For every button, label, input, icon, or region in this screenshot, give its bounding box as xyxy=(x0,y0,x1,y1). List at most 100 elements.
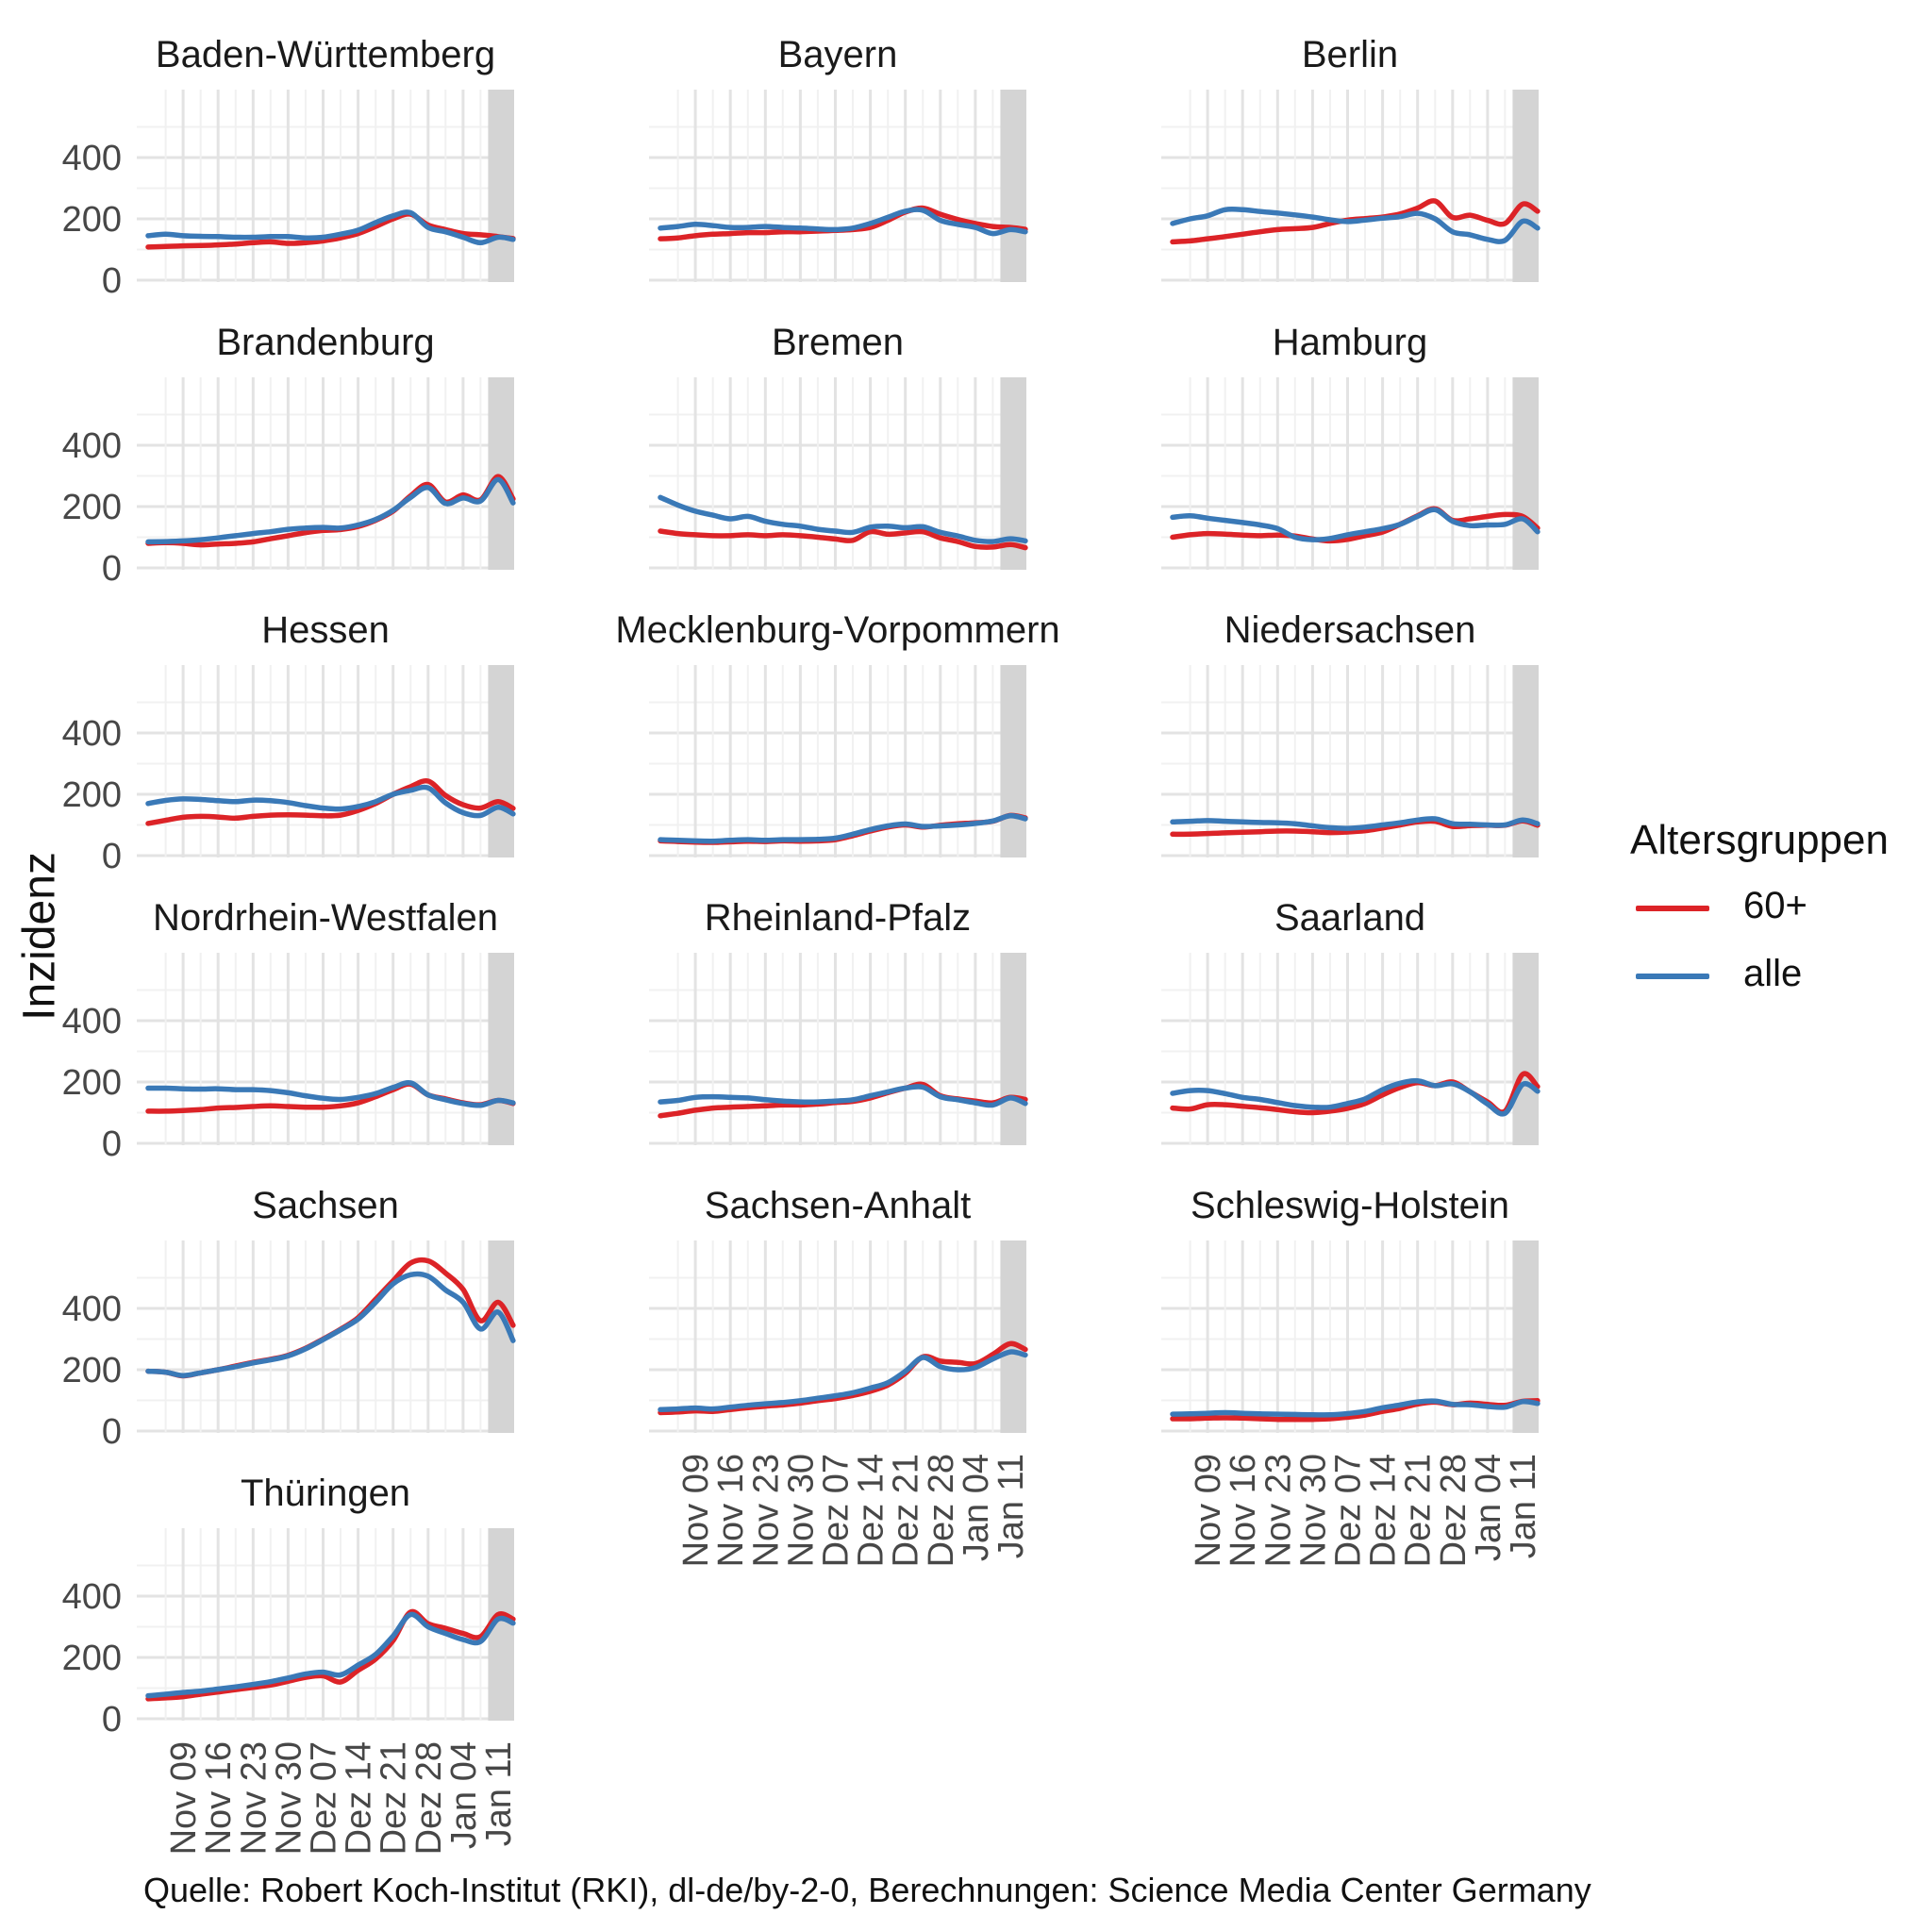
facet-panel: Hamburg xyxy=(1161,322,1541,570)
y-axis-title: Inzidenz xyxy=(14,852,65,1021)
y-tick-label: 0 xyxy=(102,1412,122,1452)
y-tick-label: 0 xyxy=(102,837,122,876)
y-tick-label: 400 xyxy=(62,1577,122,1617)
facet-title: Bremen xyxy=(772,322,904,363)
facet-title: Berlin xyxy=(1302,34,1398,75)
series-line-alle xyxy=(145,1080,516,1108)
x-tick-label: Dez 28 xyxy=(922,1454,961,1567)
x-tick-label: Dez 21 xyxy=(887,1454,926,1567)
x-tick-label: Nov 16 xyxy=(711,1454,751,1567)
legend-line-60plus-icon xyxy=(1636,906,1709,911)
recent-days-band xyxy=(1000,90,1026,282)
y-tick-label: 200 xyxy=(62,1351,122,1390)
x-tick-label: Nov 30 xyxy=(781,1454,821,1567)
x-tick-label: Dez 14 xyxy=(852,1454,891,1567)
facet-title: Schleswig-Holstein xyxy=(1191,1185,1509,1226)
facet-title: Baden-Württemberg xyxy=(156,34,495,75)
x-tick-label: Dez 07 xyxy=(305,1741,344,1855)
series-line-60plus xyxy=(1170,506,1541,544)
recent-days-band xyxy=(1512,665,1539,857)
gridlines xyxy=(137,665,514,857)
legend-label-60plus: 60+ xyxy=(1743,885,1807,926)
series-line-alle xyxy=(145,476,516,545)
facet-panel: Bremen xyxy=(649,322,1028,570)
x-tick-label: Dez 28 xyxy=(409,1741,449,1855)
gridlines xyxy=(649,665,1026,857)
x-tick-label: Dez 07 xyxy=(1329,1454,1369,1567)
gridlines xyxy=(137,90,514,282)
x-tick-label: Dez 21 xyxy=(1399,1454,1439,1567)
y-tick-label: 200 xyxy=(62,200,122,240)
recent-days-band xyxy=(1512,953,1539,1145)
gridlines xyxy=(1161,953,1539,1145)
gridlines xyxy=(1161,377,1539,570)
x-tick-label: Nov 16 xyxy=(1224,1454,1263,1567)
series-line-alle xyxy=(145,1611,516,1699)
y-tick-label: 0 xyxy=(102,261,122,301)
gridlines xyxy=(649,377,1026,570)
y-tick-label: 0 xyxy=(102,1700,122,1740)
gridlines xyxy=(137,1240,514,1433)
recent-days-band xyxy=(1512,377,1539,570)
recent-days-band xyxy=(1000,953,1026,1145)
facet-title: Sachsen-Anhalt xyxy=(705,1185,971,1226)
gridlines xyxy=(1161,1240,1539,1433)
x-tick-label: Nov 16 xyxy=(199,1741,239,1855)
facet-panel: Mecklenburg-Vorpommern xyxy=(615,609,1060,857)
facet-panel: Baden-Württemberg 0 200 400 xyxy=(62,34,516,301)
gridlines xyxy=(649,90,1026,282)
x-tick-label: Nov 30 xyxy=(269,1741,308,1855)
gridlines xyxy=(649,1240,1026,1433)
x-tick-label: Jan 04 xyxy=(957,1454,996,1561)
series-line-alle xyxy=(1170,507,1541,542)
recent-days-band xyxy=(1512,90,1539,282)
series-line-alle xyxy=(1170,1077,1541,1117)
x-tick-label: Nov 30 xyxy=(1293,1454,1333,1567)
x-tick-label: Nov 23 xyxy=(234,1741,274,1855)
recent-days-band xyxy=(488,665,514,857)
series-line-alle xyxy=(658,813,1028,844)
y-tick-label: 200 xyxy=(62,488,122,527)
facet-panel: Berlin xyxy=(1161,34,1541,282)
y-tick-label: 200 xyxy=(62,1063,122,1103)
facet-title: Hessen xyxy=(261,609,390,651)
facet-title: Rheinland-Pfalz xyxy=(705,897,971,939)
facet-panel: Rheinland-Pfalz xyxy=(649,897,1028,1145)
y-tick-label: 200 xyxy=(62,775,122,815)
facet-panel: Saarland xyxy=(1161,897,1541,1145)
recent-days-band xyxy=(1000,665,1026,857)
facet-title: Saarland xyxy=(1274,897,1425,939)
y-tick-label: 400 xyxy=(62,1290,122,1329)
recent-days-band xyxy=(488,377,514,570)
facet-title: Sachsen xyxy=(252,1185,399,1226)
y-tick-label: 0 xyxy=(102,1124,122,1164)
recent-days-band xyxy=(488,953,514,1145)
facet-title: Hamburg xyxy=(1273,322,1428,363)
recent-days-band xyxy=(1000,1240,1026,1433)
source-caption: Quelle: Robert Koch-Institut (RKI), dl-d… xyxy=(143,1871,1591,1909)
legend-line-alle-icon xyxy=(1636,974,1709,979)
x-tick-label: Jan 04 xyxy=(444,1741,484,1849)
x-tick-label: Dez 07 xyxy=(817,1454,857,1567)
series-line-alle xyxy=(658,207,1028,237)
facet-title: Thüringen xyxy=(241,1473,410,1514)
x-tick-label: Nov 09 xyxy=(676,1454,716,1567)
series-line-alle xyxy=(658,1349,1028,1413)
facet-title: Nordrhein-Westfalen xyxy=(153,897,498,939)
y-tick-label: 400 xyxy=(62,426,122,466)
legend-title: Altersgruppen xyxy=(1630,817,1889,863)
series-line-60plus xyxy=(145,777,516,826)
x-tick-label: Dez 28 xyxy=(1434,1454,1474,1567)
series-line-60plus xyxy=(658,528,1028,551)
series-line-alle xyxy=(1170,206,1541,244)
facet-title: Bayern xyxy=(778,34,898,75)
x-tick-label: Nov 09 xyxy=(164,1741,204,1855)
y-tick-label: 200 xyxy=(62,1639,122,1678)
facet-title: Brandenburg xyxy=(216,322,434,363)
y-tick-label: 0 xyxy=(102,549,122,589)
facet-panel: Hessen 0 200 400 xyxy=(62,609,516,876)
